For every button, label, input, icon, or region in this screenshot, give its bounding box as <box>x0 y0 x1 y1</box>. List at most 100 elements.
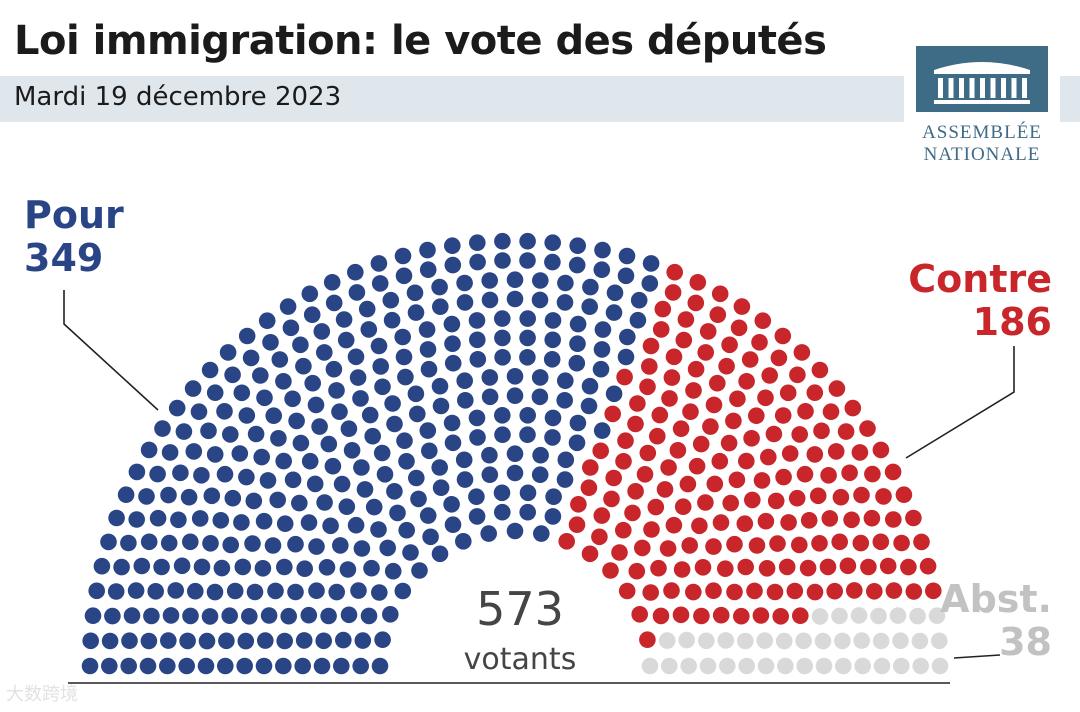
seat-pour <box>629 311 647 329</box>
seat-contre <box>691 517 708 535</box>
seat-pour <box>291 494 308 512</box>
seat-abst <box>854 657 871 675</box>
seat-contre <box>772 608 789 625</box>
seat-pour <box>531 369 549 386</box>
seat-pour <box>361 406 379 424</box>
seat-abst <box>775 632 793 650</box>
seat-pour <box>160 534 178 552</box>
seat-pour <box>288 412 305 430</box>
seat-pour <box>224 366 241 384</box>
seat-pour <box>481 369 499 386</box>
seat-pour <box>108 509 125 527</box>
seat-pour <box>325 294 343 312</box>
seat-contre <box>641 358 658 375</box>
seat-contre <box>757 389 774 407</box>
seat-pour <box>295 357 312 375</box>
seat-pour <box>557 372 574 390</box>
seat-contre <box>860 558 877 576</box>
seat-abst <box>909 607 926 625</box>
seat-abst <box>815 657 833 675</box>
seat-pour <box>544 331 561 349</box>
seat-pour <box>481 388 499 406</box>
seat-pour <box>350 582 367 599</box>
seat-pour <box>533 525 550 542</box>
seat-pour <box>352 390 369 407</box>
seat-pour <box>82 632 99 650</box>
seat-contre <box>718 357 735 375</box>
seat-contre <box>781 445 799 462</box>
seat-pour <box>365 498 383 516</box>
seat-pour <box>104 607 121 625</box>
seat-abst <box>850 607 868 624</box>
seat-pour <box>333 657 350 675</box>
seat-pour <box>376 466 394 483</box>
seat-pour <box>568 354 586 372</box>
seat-abst <box>719 657 736 675</box>
seat-contre <box>636 466 654 483</box>
seat-pour <box>506 522 524 540</box>
seat-pour <box>408 469 425 487</box>
seat-pour <box>193 558 211 576</box>
seat-pour <box>275 373 292 390</box>
seat-pour <box>259 472 277 489</box>
seat-contre <box>748 407 765 425</box>
seat-contre <box>853 486 870 504</box>
seat-contre <box>905 583 923 600</box>
seat-contre <box>738 452 755 470</box>
seat-abst <box>928 607 946 624</box>
seat-contre <box>796 465 814 483</box>
seat-pour <box>519 232 536 250</box>
seat-pour <box>245 492 263 510</box>
seat-contre <box>748 537 766 554</box>
seat-contre <box>884 463 902 481</box>
seat-pour <box>128 463 146 481</box>
seat-contre <box>694 559 712 576</box>
seat-abst <box>796 657 813 675</box>
seat-pour <box>557 451 575 469</box>
seat-pour <box>295 632 313 649</box>
seat-abst <box>931 657 949 675</box>
seat-pour <box>333 475 351 493</box>
seat-pour <box>255 657 273 675</box>
contre-name: Contre <box>908 257 1052 301</box>
seat-pour <box>519 252 536 269</box>
seat-pour <box>242 349 260 367</box>
seat-pour <box>469 331 486 349</box>
seat-pour <box>568 256 586 274</box>
seat-pour <box>618 247 636 265</box>
seat-contre <box>685 382 702 399</box>
seat-contre <box>792 607 809 624</box>
seat-pour <box>444 335 461 353</box>
seat-pour <box>379 539 397 557</box>
seat-contre <box>664 284 682 301</box>
seat-contre <box>741 351 759 368</box>
seat-pour <box>617 267 635 285</box>
contre-leader-line <box>905 346 1015 459</box>
seat-pour <box>182 533 199 551</box>
seat-contre <box>617 432 634 450</box>
seat-pour <box>468 312 486 329</box>
seat-pour <box>506 271 524 289</box>
seat-contre <box>666 263 683 281</box>
seat-abst <box>717 632 735 649</box>
seat-contre <box>828 380 846 397</box>
seat-contre <box>800 512 818 529</box>
seat-contre <box>837 423 855 440</box>
seat-contre <box>647 498 665 516</box>
seat-contre <box>634 539 651 557</box>
seat-pour <box>432 298 449 316</box>
seat-pour <box>605 385 623 403</box>
seat-pour <box>238 468 255 486</box>
seat-pour <box>494 503 511 521</box>
seat-pour <box>301 452 319 470</box>
seat-pour <box>335 311 353 328</box>
seat-contre <box>639 444 657 462</box>
seat-pour <box>331 403 348 421</box>
seat-pour <box>444 354 462 372</box>
seat-contre <box>672 606 690 624</box>
seat-contre <box>568 516 586 533</box>
seat-contre <box>774 327 792 345</box>
seat-contre <box>738 373 755 390</box>
seat-pour <box>306 475 324 493</box>
seat-pour <box>231 445 249 462</box>
